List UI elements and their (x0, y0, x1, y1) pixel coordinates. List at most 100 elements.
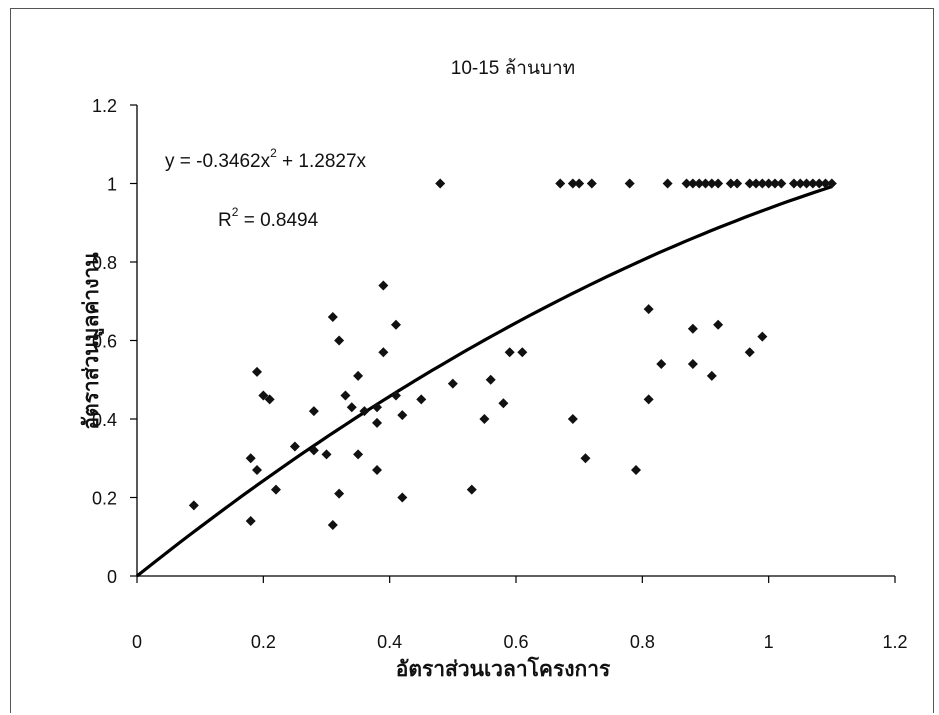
y-tick-label: 1.2 (92, 96, 117, 116)
r-squared: R2 = 0.8494 (218, 205, 319, 231)
chart-frame (10, 8, 934, 713)
r2-tail: = 0.8494 (238, 210, 318, 231)
data-point (353, 449, 364, 460)
data-point (353, 370, 364, 381)
data-point (498, 398, 509, 409)
data-point (378, 347, 389, 358)
data-point (574, 178, 585, 189)
data-point (289, 441, 300, 452)
x-tick-label: 0.8 (630, 632, 655, 652)
data-point (713, 178, 724, 189)
data-point (188, 500, 199, 511)
data-point (252, 465, 263, 476)
data-point (567, 414, 578, 424)
data-point (586, 178, 597, 189)
y-axis-label: อัตราส่วนมูลค่างาน (80, 252, 105, 430)
data-point (378, 280, 389, 291)
data-point (801, 178, 812, 189)
trendline-equation: y = -0.3462x2 + 1.2827x (165, 146, 367, 172)
equation-exponent: 2 (270, 146, 277, 160)
data-point (270, 484, 281, 495)
x-tick-label: 0 (132, 632, 142, 652)
data-point (795, 178, 806, 189)
axes (136, 105, 895, 577)
data-point (504, 347, 515, 358)
y-tick-label: 0.2 (92, 489, 117, 509)
data-point (580, 453, 591, 464)
data-point (327, 311, 338, 322)
data-point (308, 445, 319, 456)
data-point (681, 178, 692, 189)
data-point (744, 347, 755, 358)
data-point (479, 414, 490, 424)
data-point (252, 366, 263, 377)
data-point (321, 449, 332, 460)
y-tick-labels: 0 0.2 0.4 0.6 0.8 1 1.2 (92, 96, 137, 587)
trendline (136, 185, 833, 578)
data-point (643, 394, 654, 405)
data-point (397, 492, 408, 503)
data-point (814, 178, 825, 189)
data-point (485, 374, 496, 385)
data-point (826, 178, 837, 189)
y-tick-label: 0 (107, 567, 117, 587)
data-point (713, 319, 724, 330)
data-point (258, 390, 269, 401)
x-tick-label: 0.2 (251, 632, 276, 652)
data-point (390, 390, 401, 401)
data-point (662, 178, 673, 189)
equation-main: y = -0.3462x (165, 151, 271, 172)
data-point (245, 453, 256, 464)
data-point (769, 178, 780, 189)
data-point (820, 178, 831, 189)
x-tick-label: 0.6 (503, 632, 528, 652)
data-point (416, 394, 427, 405)
data-point (656, 359, 667, 370)
x-tick-label: 0.4 (377, 632, 402, 652)
chart-title: 10-15 ล้านบาท (451, 58, 575, 79)
x-axis-label: อัตราส่วนเวลาโครงการ (396, 656, 611, 681)
data-point (687, 323, 698, 334)
data-point (706, 178, 717, 189)
x-tick-label: 1 (764, 632, 774, 652)
x-tick-label: 1.2 (882, 632, 907, 652)
data-point (340, 390, 351, 401)
r2-main: R (218, 210, 232, 231)
data-point (397, 410, 408, 421)
data-point (706, 370, 717, 381)
data-point (435, 178, 446, 189)
data-point (264, 394, 275, 405)
data-point (372, 417, 383, 428)
y-tick-label: 0.6 (92, 332, 117, 352)
data-point (447, 378, 458, 389)
data-point (776, 178, 787, 189)
data-point (555, 178, 566, 189)
data-point (372, 402, 383, 413)
equation-tail: + 1.2827x (277, 151, 367, 172)
data-point (624, 178, 635, 189)
data-point (567, 178, 578, 189)
data-point (687, 178, 698, 189)
data-point (744, 178, 755, 189)
data-points (188, 178, 837, 530)
y-tick-label: 0.8 (92, 253, 117, 273)
y-tick-label: 1 (107, 175, 117, 195)
data-point (732, 178, 743, 189)
data-point (334, 335, 345, 346)
data-point (694, 178, 705, 189)
data-point (466, 484, 477, 495)
data-point (517, 347, 528, 358)
data-point (700, 178, 711, 189)
x-tick-labels: 0 0.2 0.4 0.6 0.8 1 1.2 (132, 576, 908, 652)
data-point (346, 402, 357, 413)
data-point (687, 359, 698, 370)
data-point (788, 178, 799, 189)
data-point (757, 178, 768, 189)
data-point (763, 178, 774, 189)
data-point (751, 178, 762, 189)
data-point (631, 465, 642, 476)
data-point (334, 488, 345, 499)
data-point (757, 331, 768, 342)
data-point (372, 465, 383, 476)
